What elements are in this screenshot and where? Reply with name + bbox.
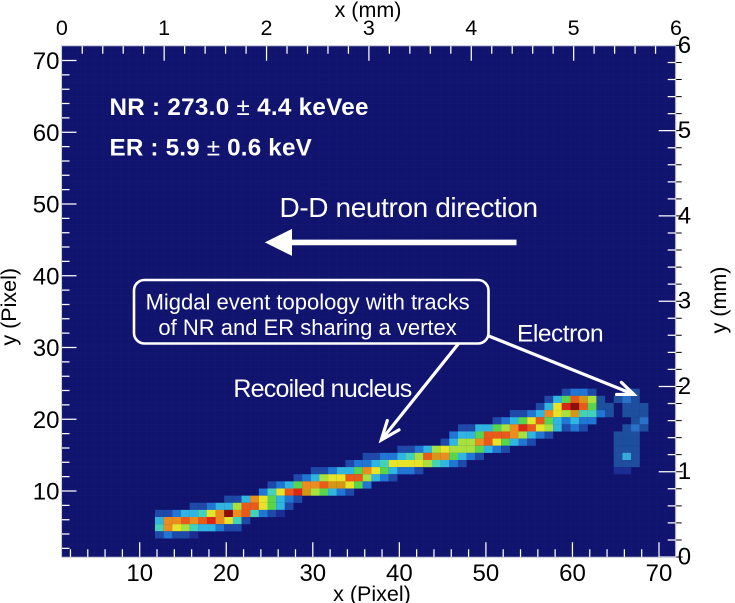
svg-text:of NR and ER sharing a vertex: of NR and ER sharing a vertex (158, 315, 456, 340)
svg-text:60: 60 (559, 560, 586, 587)
svg-text:20: 20 (213, 560, 240, 587)
svg-text:5: 5 (678, 117, 691, 144)
svg-text:Electron: Electron (517, 321, 603, 348)
svg-text:30: 30 (33, 335, 60, 362)
svg-text:y (mm): y (mm) (707, 267, 731, 334)
svg-text:6: 6 (670, 16, 682, 40)
svg-text:4: 4 (678, 202, 691, 229)
svg-text:1: 1 (158, 16, 170, 40)
svg-text:50: 50 (33, 192, 60, 219)
svg-text:70: 70 (33, 48, 60, 75)
svg-text:10: 10 (33, 479, 60, 506)
svg-text:40: 40 (386, 560, 413, 587)
svg-text:1: 1 (678, 458, 691, 485)
svg-text:60: 60 (33, 120, 60, 147)
svg-text:10: 10 (126, 560, 153, 587)
svg-text:Recoiled nucleus: Recoiled nucleus (233, 375, 411, 403)
svg-text:2: 2 (678, 373, 691, 400)
svg-text:x (mm): x (mm) (335, 0, 402, 22)
svg-text:3: 3 (363, 16, 375, 40)
svg-text:50: 50 (473, 560, 500, 587)
svg-text:40: 40 (33, 263, 60, 290)
svg-text:20: 20 (33, 407, 60, 434)
svg-text:NR : 273.0 ± 4.4 keVee: NR : 273.0 ± 4.4 keVee (110, 94, 369, 121)
svg-text:70: 70 (646, 560, 673, 587)
svg-text:0: 0 (56, 16, 68, 40)
svg-text:2: 2 (261, 16, 273, 40)
svg-text:6: 6 (678, 32, 691, 59)
svg-text:5: 5 (568, 16, 580, 40)
svg-text:Migdal event topology with tra: Migdal event topology with tracks (146, 289, 470, 314)
svg-text:4: 4 (465, 16, 477, 40)
svg-text:y (Pixel): y (Pixel) (0, 268, 21, 346)
svg-text:3: 3 (678, 288, 691, 315)
svg-text:0: 0 (678, 544, 691, 571)
svg-text:D-D neutron direction: D-D neutron direction (280, 192, 538, 223)
svg-text:ER : 5.9 ± 0.6 keV: ER : 5.9 ± 0.6 keV (110, 134, 312, 161)
svg-text:30: 30 (299, 560, 326, 587)
svg-text:x (Pixel): x (Pixel) (333, 582, 411, 603)
